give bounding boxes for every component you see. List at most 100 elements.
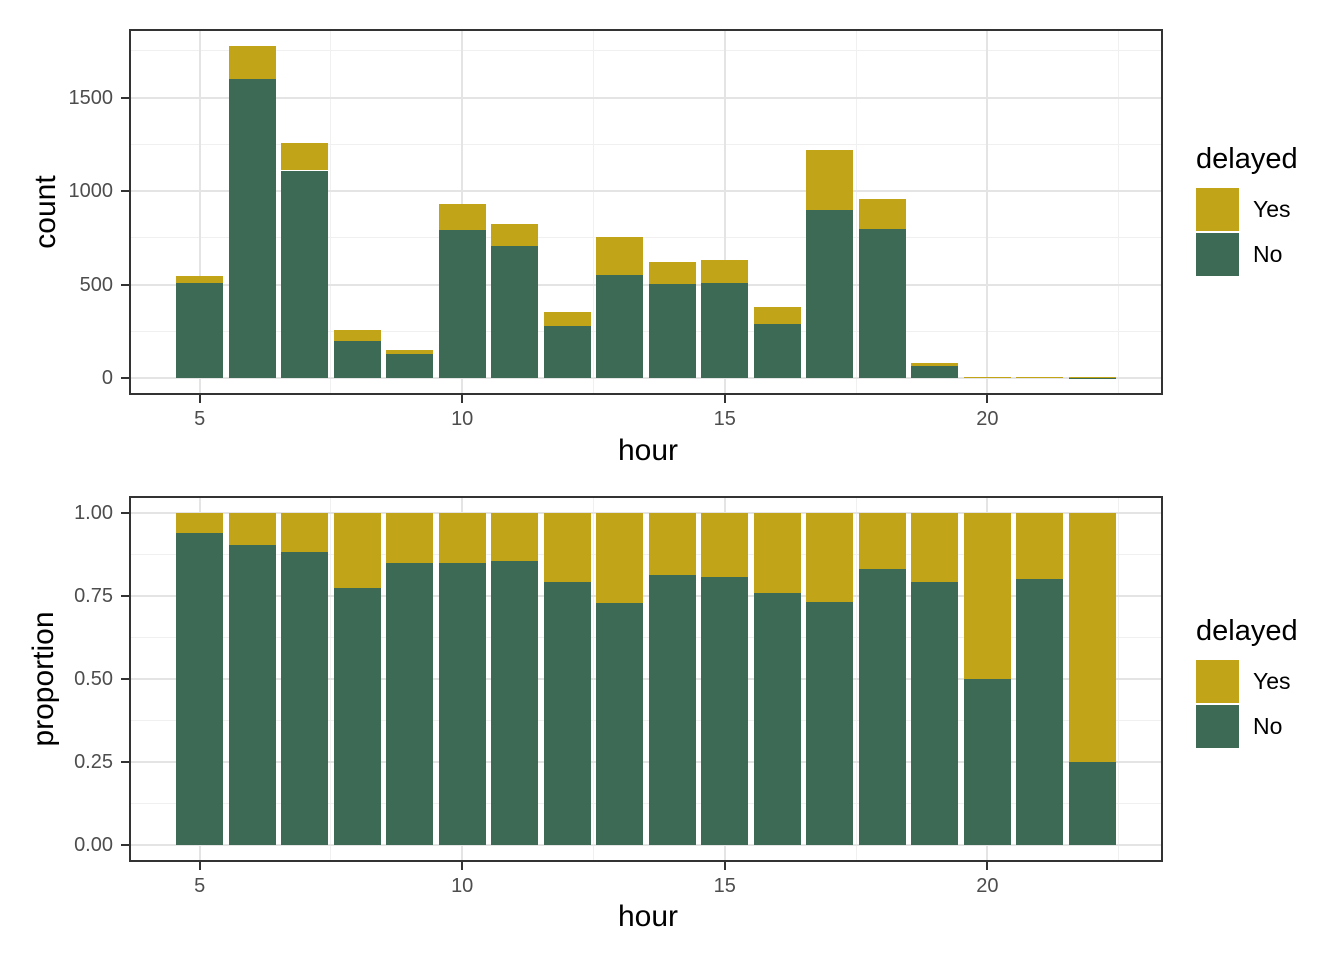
gridline-y-major [129, 283, 1163, 286]
legend-swatch-yes [1196, 188, 1239, 231]
x-tick [198, 395, 201, 403]
bar-hour-18-no [858, 229, 906, 378]
x-tick-label: 5 [194, 875, 206, 897]
gridline-y-major [129, 376, 1163, 379]
bar-hour-11-yes [491, 224, 539, 246]
bar-hour-7-no [281, 170, 329, 378]
bar-hour-7-yes [281, 142, 329, 171]
bar-hour-18-no [858, 569, 906, 845]
y-tick-label: 0.25 [74, 750, 113, 773]
y-tick-label: 0.50 [74, 668, 113, 690]
y-tick-label: 0.75 [74, 585, 113, 608]
bar-hour-17-no [806, 601, 854, 845]
y-tick-label: 1000 [68, 180, 114, 203]
y-tick-label: 0.00 [74, 833, 113, 856]
x-tick [986, 395, 989, 403]
y-tick [121, 512, 129, 515]
bar-hour-6-no [228, 78, 276, 378]
x-tick-label: 10 [451, 875, 474, 897]
gridline-y-minor [129, 330, 1163, 332]
gridline-y-minor [129, 143, 1163, 145]
bar-hour-20-no [963, 377, 1011, 378]
bar-hour-16-yes [753, 513, 801, 593]
x-tick-label: 5 [194, 408, 206, 430]
gridline-y-major [129, 190, 1163, 193]
gridline-y-major [129, 678, 1163, 680]
bar-hour-16-yes [753, 306, 801, 324]
bar-hour-10-no [438, 563, 486, 845]
proportion-x-axis-title: hour [617, 900, 679, 933]
x-tick [461, 395, 464, 403]
bar-hour-7-yes [281, 513, 329, 553]
bar-hour-22-yes [1068, 513, 1116, 762]
bar-hour-15-yes [701, 260, 749, 284]
bar-hour-14-no [648, 283, 696, 378]
gridline-y-major [129, 512, 1163, 515]
gridline-x-minor [1118, 29, 1120, 395]
x-tick-label: 15 [713, 408, 736, 430]
bar-hour-6-no [228, 544, 276, 845]
count-plot-panel [129, 29, 1163, 395]
bar-hour-20-yes [963, 376, 1011, 378]
bar-hour-8-yes [333, 329, 381, 341]
bar-hour-12-yes [543, 513, 591, 583]
legend-key-no: No [1196, 233, 1344, 276]
bar-hour-5-no [176, 533, 224, 845]
bar-hour-21-yes [1016, 513, 1064, 579]
gridline-x-major [723, 29, 726, 395]
gridline-y-minor [129, 50, 1163, 52]
bar-hour-15-no [701, 283, 749, 378]
bar-hour-6-yes [228, 46, 276, 79]
bar-hour-20-no [963, 679, 1011, 845]
bar-hour-8-yes [333, 513, 381, 588]
bar-hour-15-yes [701, 513, 749, 577]
count-x-axis-title: hour [617, 434, 679, 467]
legend-key-no: No [1196, 705, 1344, 748]
gridline-x-minor [592, 29, 594, 395]
bar-hour-22-no [1068, 761, 1116, 845]
legend-title: delayed [1196, 615, 1298, 647]
bar-hour-19-no [911, 581, 959, 845]
legend-key-yes: Yes [1196, 660, 1344, 703]
bar-hour-12-no [543, 582, 591, 845]
y-tick [121, 595, 129, 598]
bar-hour-12-no [543, 326, 591, 378]
bar-hour-8-no [333, 587, 381, 845]
bar-hour-10-yes [438, 203, 486, 231]
bar-hour-22-yes [1068, 377, 1116, 378]
bar-hour-13-yes [596, 236, 644, 276]
bar-hour-7-no [281, 552, 329, 845]
bar-hour-14-no [648, 575, 696, 845]
legend-label-yes: Yes [1253, 668, 1291, 694]
legend-label-no: No [1253, 241, 1283, 267]
y-tick-label: 1.00 [74, 502, 113, 525]
proportion-plot-panel [129, 496, 1163, 862]
bar-hour-21-no [1016, 578, 1064, 845]
gridline-y-minor [129, 802, 1163, 804]
bar-hour-8-no [333, 340, 381, 378]
legend-key-yes: Yes [1196, 188, 1344, 231]
gridline-y-major [129, 595, 1163, 598]
y-tick [121, 283, 129, 286]
x-tick-label: 20 [976, 875, 999, 897]
y-tick [121, 190, 129, 193]
bar-hour-9-yes [386, 513, 434, 564]
bar-hour-9-yes [386, 349, 434, 355]
gridline-x-minor [855, 29, 857, 395]
bar-hour-10-no [438, 230, 486, 378]
bar-hour-10-yes [438, 513, 486, 564]
bar-hour-13-no [596, 275, 644, 378]
x-tick-label: 10 [451, 408, 474, 430]
bar-hour-13-no [596, 603, 644, 845]
y-tick [121, 678, 129, 680]
legend-label-yes: Yes [1253, 196, 1291, 222]
y-tick [121, 760, 129, 763]
bar-hour-11-no [491, 561, 539, 845]
legend-title: delayed [1196, 143, 1298, 175]
bar-hour-11-no [491, 246, 539, 378]
x-tick-label: 15 [713, 875, 736, 897]
gridline-x-minor [330, 29, 332, 395]
bar-hour-9-no [386, 563, 434, 845]
x-tick-label: 20 [976, 408, 999, 430]
